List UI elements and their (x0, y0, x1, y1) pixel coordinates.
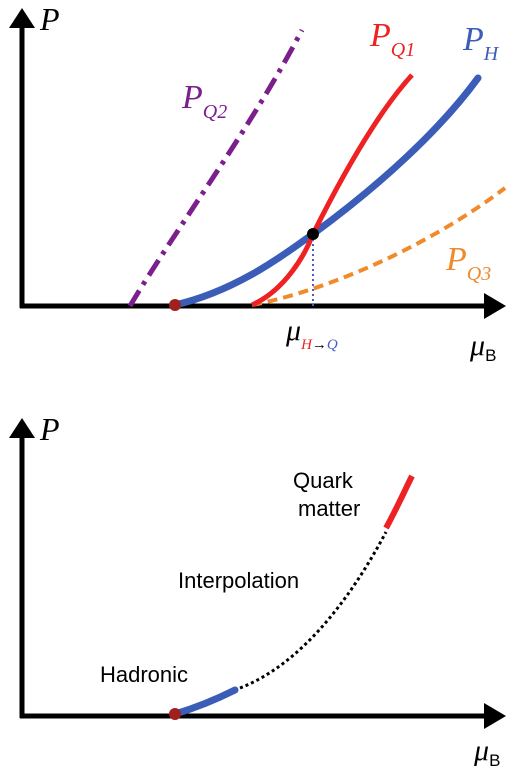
top-y-axis-arrowhead (9, 8, 35, 28)
bottom-y-axis-arrowhead (9, 418, 35, 438)
top-x-axis-arrowhead (484, 293, 506, 319)
top-panel: P PQ2 PQ1 PH PQ3 μH→Q μB (9, 1, 507, 365)
transition-point (307, 228, 319, 240)
curve-ph (171, 74, 482, 309)
label-interpolation: Interpolation (178, 568, 299, 593)
interpolation-curve (239, 531, 388, 690)
label-pq3: PQ3 (445, 241, 491, 285)
hadronic-onset-point (169, 299, 181, 311)
bottom-x-axis-arrowhead (484, 703, 506, 729)
curve-pq1 (250, 73, 414, 308)
top-y-axis-label: P (39, 1, 60, 37)
curve-pq3 (251, 186, 507, 307)
bottom-x-axis-label: μB (473, 734, 500, 766)
curve-pq2 (127, 28, 305, 308)
label-ph: PH (462, 21, 500, 65)
quark-matter-curve (383, 474, 415, 530)
label-pq2: PQ2 (181, 79, 227, 123)
bottom-panel: P Quark matter Interpolation Hadronic μB (9, 411, 506, 766)
transition-chemical-potential-label: μH→Q (285, 314, 338, 353)
bottom-y-axis-label: P (39, 411, 60, 447)
label-pq1: PQ1 (369, 17, 415, 61)
label-quark-matter-line2: matter (298, 496, 360, 521)
hadronic-onset-point-bottom (169, 708, 181, 720)
hadronic-curve (171, 686, 239, 718)
label-quark-matter-line1: Quark (293, 468, 354, 493)
label-hadronic: Hadronic (100, 662, 188, 687)
top-x-axis-label: μB (469, 329, 496, 365)
